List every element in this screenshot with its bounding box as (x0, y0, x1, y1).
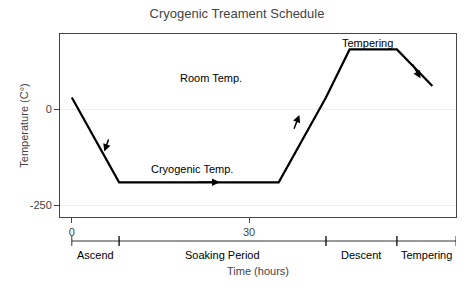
svg-text:Tempering: Tempering (342, 37, 393, 49)
svg-text:0: 0 (46, 103, 52, 115)
svg-text:Tempering: Tempering (401, 249, 452, 261)
svg-text:Cryogenic Temp.: Cryogenic Temp. (151, 163, 233, 175)
svg-text:30: 30 (243, 226, 255, 238)
svg-text:Time (hours): Time (hours) (227, 265, 289, 277)
svg-text:0: 0 (69, 226, 75, 238)
svg-text:Room Temp.: Room Temp. (180, 72, 242, 84)
svg-text:Temperature (C°): Temperature (C°) (18, 83, 30, 167)
svg-text:Descent: Descent (341, 249, 381, 261)
svg-text:Ascend: Ascend (77, 249, 114, 261)
svg-text:Soaking Period: Soaking Period (185, 249, 260, 261)
svg-text:-250: -250 (30, 199, 52, 211)
svg-text:Cryogenic Treament Schedule: Cryogenic Treament Schedule (150, 6, 325, 21)
